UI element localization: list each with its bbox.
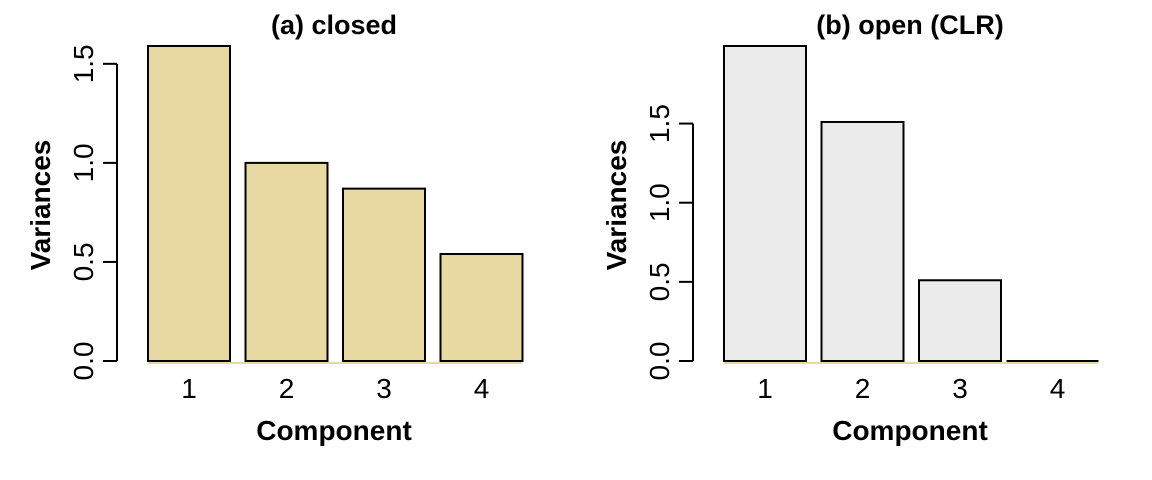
panel-b-xtick-label-1: 1 xyxy=(757,373,773,404)
panel-a-ytick-label-0: 0.0 xyxy=(68,342,99,381)
panel-a-ytick-label-2: 1.0 xyxy=(68,143,99,182)
panel-b-xtick-label-2: 2 xyxy=(855,373,871,404)
panel-a-title: (a) closed xyxy=(271,10,397,40)
panel-b-ylabel: Variances xyxy=(601,140,632,271)
panel-b-bar-3 xyxy=(918,279,1002,363)
panel-b-ytick-label-1: 0.5 xyxy=(644,262,675,301)
panel-a-bar-3 xyxy=(342,187,426,362)
panel-b-ytick-label-0: 0.0 xyxy=(644,342,675,381)
panel-a-bar-2 xyxy=(244,161,329,362)
panel-b-xtick-label-4: 4 xyxy=(1050,373,1066,404)
panel-a-xlabel: Component xyxy=(256,415,412,446)
panel-b-open-clr: (b) open (CLR) Component Variances 1 2 3 4 0… xyxy=(601,10,1099,446)
panel-a-bar-1 xyxy=(147,45,231,362)
panel-a-xtick-label-3: 3 xyxy=(376,373,392,404)
panel-a-xtick-label-4: 4 xyxy=(474,373,490,404)
panel-b-bar-2 xyxy=(820,120,905,362)
panel-b-ytick-label-3: 1.5 xyxy=(644,104,675,143)
panel-a-ylabel: Variances xyxy=(25,140,56,271)
panel-a-ytick-label-1: 0.5 xyxy=(68,242,99,281)
panel-b-xlabel: Component xyxy=(832,415,988,446)
panel-a-ytick-label-3: 1.5 xyxy=(68,44,99,83)
panel-a-xtick-label-2: 2 xyxy=(279,373,295,404)
panel-b-xtick-label-3: 3 xyxy=(952,373,968,404)
panel-b-ytick-label-2: 1.0 xyxy=(644,183,675,222)
panel-a-closed: (a) closed Component Variances 1 2 3 4 0.0 0.… xyxy=(25,10,524,446)
panel-b-bar-1 xyxy=(723,45,807,362)
panel-a-xtick-label-1: 1 xyxy=(181,373,197,404)
panel-a-bar-4 xyxy=(439,253,524,363)
panel-b-title: (b) open (CLR) xyxy=(816,10,1003,40)
